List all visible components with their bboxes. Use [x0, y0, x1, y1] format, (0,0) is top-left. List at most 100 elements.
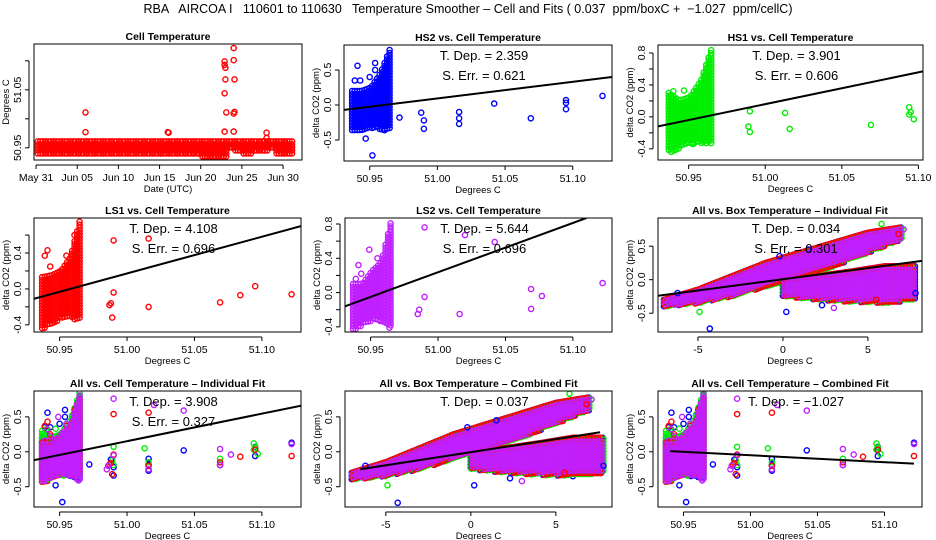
data-point — [76, 290, 83, 298]
data-point — [781, 109, 789, 117]
data-point — [365, 246, 373, 253]
data-point — [700, 77, 708, 85]
data-point — [386, 109, 393, 117]
data-point — [387, 277, 394, 284]
data-point — [387, 226, 394, 233]
data-point — [236, 291, 244, 299]
data-point — [263, 134, 270, 142]
plot-frame — [33, 43, 303, 161]
data-point — [719, 291, 727, 299]
data-point — [76, 263, 83, 271]
panel-1: May 31 Jun 05 Jun 10 Jun 15 Jun 20 Jun 25 Jun … — [1, 31, 303, 195]
fit-line — [344, 76, 612, 111]
x-tick-label: 50.95 — [357, 173, 383, 185]
data-point — [707, 94, 715, 102]
data-point — [686, 297, 694, 304]
y-tick-label: 0.4 — [12, 246, 24, 261]
data-point — [387, 304, 394, 311]
data-point — [707, 55, 715, 63]
data-point — [707, 85, 715, 93]
data-point — [386, 115, 393, 123]
x-tick-label: 50.95 — [357, 344, 383, 356]
data-points — [349, 220, 606, 332]
data-point — [707, 52, 715, 60]
data-point — [387, 316, 394, 323]
y-tick-label: 0.8 — [323, 217, 335, 232]
data-point — [707, 118, 715, 126]
data-point — [456, 310, 463, 318]
y-tick-label: 0.5 — [322, 63, 334, 78]
x-tick-label: May 31 — [19, 172, 54, 184]
data-point — [527, 115, 535, 122]
y-tick-label: 0.0 — [322, 98, 334, 113]
data-point — [707, 91, 715, 99]
data-point — [707, 136, 715, 144]
y-axis-label: delta CO2 (ppm) — [311, 68, 322, 138]
data-point — [396, 114, 403, 121]
data-point — [386, 91, 393, 99]
data-point — [76, 308, 83, 316]
data-point — [683, 297, 691, 305]
data-point — [76, 245, 83, 252]
data-point — [677, 299, 685, 307]
y-axis-label: delta CO2 (ppm) — [625, 67, 636, 137]
data-point — [165, 129, 172, 136]
data-point — [490, 100, 498, 107]
data-point — [230, 44, 237, 52]
data-point — [76, 269, 83, 277]
data-point — [420, 117, 428, 124]
data-point — [387, 271, 394, 278]
data-point — [76, 251, 83, 258]
data-point — [145, 235, 152, 242]
data-point — [386, 67, 393, 75]
x-tick-label: Jun 30 — [267, 172, 299, 184]
x-tick-label: 51.00 — [424, 173, 450, 185]
data-point — [351, 77, 359, 84]
x-tick-label: 51.05 — [492, 344, 518, 356]
y-tick-label: 50.95 — [12, 135, 24, 161]
fit-line — [34, 225, 301, 300]
data-point — [707, 127, 715, 135]
data-point — [599, 92, 606, 100]
data-point — [695, 297, 703, 305]
data-point — [867, 121, 875, 129]
data-point — [387, 223, 394, 230]
data-point — [41, 252, 49, 259]
data-point — [704, 294, 712, 301]
x-tick-label: Jun 25 — [226, 172, 258, 184]
temperature-dependence-label: T. Dep. = 3.901 — [752, 48, 841, 63]
data-point — [82, 109, 89, 116]
x-axis-label: Degrees C — [768, 184, 814, 195]
data-point — [362, 135, 370, 142]
data-point — [386, 118, 393, 126]
data-point — [108, 314, 116, 321]
data-point — [386, 76, 393, 84]
data-point — [386, 88, 393, 96]
data-point — [417, 109, 425, 116]
y-tick-label: 0.0 — [636, 109, 648, 124]
data-point — [421, 293, 428, 301]
data-point — [680, 298, 688, 306]
data-point — [386, 64, 393, 72]
data-point — [707, 64, 715, 72]
data-point — [76, 275, 83, 283]
data-point — [680, 87, 688, 94]
data-point — [387, 250, 394, 257]
y-tick-label: -0.4 — [12, 316, 24, 334]
data-point — [713, 294, 721, 301]
data-point — [386, 49, 393, 57]
data-point — [386, 82, 393, 90]
data-point — [910, 116, 918, 123]
plot-frame — [344, 217, 613, 333]
x-tick-label: 51.10 — [249, 344, 275, 356]
data-point — [386, 52, 393, 60]
data-point — [76, 239, 83, 246]
data-point — [386, 61, 393, 69]
data-point — [222, 64, 229, 72]
data-points — [38, 218, 295, 332]
data-point — [707, 97, 715, 105]
data-point — [366, 73, 374, 81]
data-point — [76, 221, 83, 228]
data-point — [707, 73, 715, 81]
